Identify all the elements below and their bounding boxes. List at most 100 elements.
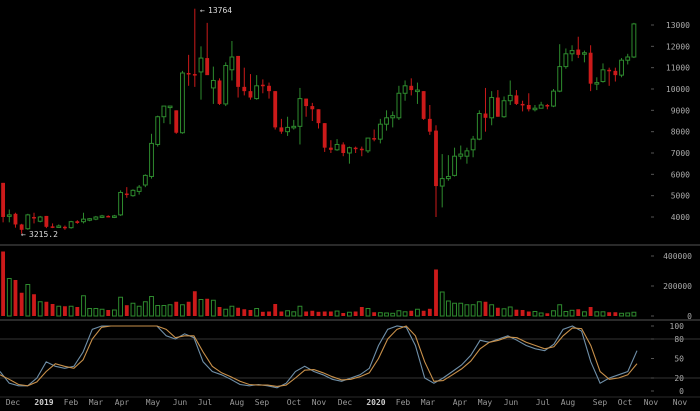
candle (532, 105, 538, 112)
volume-bar (607, 312, 612, 316)
candle (464, 147, 470, 164)
stoch-line-d (0, 325, 638, 387)
time-tick-label: Mar (89, 398, 104, 407)
volume-bar (124, 305, 129, 316)
candle (563, 48, 569, 69)
time-tick-label: Jul (198, 398, 213, 407)
volume-bar (526, 311, 531, 316)
candle (569, 45, 575, 62)
volume-bar (520, 310, 525, 316)
volume-pane[interactable] (1, 251, 637, 317)
candle (198, 46, 204, 100)
candle (236, 55, 241, 98)
volume-bar (210, 299, 216, 317)
candle (470, 135, 476, 158)
candle (483, 87, 488, 132)
candle (1, 182, 6, 223)
time-tick-label: Feb (396, 398, 411, 407)
volume-bar (167, 304, 173, 317)
volume-bar (390, 312, 396, 317)
time-tick-label: May (478, 398, 493, 407)
candle (476, 110, 482, 141)
candle (37, 215, 43, 223)
volume-bar (174, 301, 179, 316)
volume-bar (316, 311, 321, 316)
volume-bar (198, 299, 204, 317)
candle (402, 80, 408, 101)
volume-bar (445, 300, 451, 317)
time-tick-label: Aug (230, 398, 245, 407)
candle (434, 125, 438, 217)
candle (19, 223, 24, 234)
volume-bar (248, 310, 253, 316)
time-tick-label: Jul (536, 398, 551, 407)
candle (489, 91, 495, 126)
time-tick-label: Nov (673, 398, 688, 407)
candle (421, 91, 426, 120)
candle (217, 78, 222, 105)
candle (427, 105, 432, 135)
stoch-line-k (0, 325, 638, 389)
volume-bar (495, 307, 500, 316)
candle (377, 118, 383, 144)
volume-bar (452, 302, 457, 317)
candle (111, 214, 117, 219)
candle (576, 36, 581, 59)
stochastic-pane[interactable] (0, 325, 700, 389)
time-tick-label: 2019 (34, 398, 53, 407)
volume-bar (483, 301, 488, 316)
candle (310, 102, 315, 121)
candle (155, 115, 161, 147)
candle (514, 90, 519, 105)
candle (50, 223, 55, 229)
volume-tick-label: 400000 (663, 252, 692, 261)
volume-bar (625, 312, 631, 317)
volume-bar (142, 301, 148, 317)
volume-bar (328, 311, 333, 316)
candle (538, 101, 544, 109)
volume-tick-label: 0 (687, 312, 692, 321)
candle (365, 137, 371, 153)
time-tick-label: Oct (287, 398, 302, 407)
candle (167, 105, 173, 125)
volume-bar (434, 269, 438, 316)
arrow-icon: ← (200, 6, 205, 15)
volume-bar (242, 309, 247, 316)
volume-bar (99, 308, 105, 317)
time-tick-label: Sep (255, 398, 270, 407)
volume-bar (50, 304, 55, 316)
candle (594, 77, 600, 91)
candle (445, 155, 451, 181)
candle (396, 85, 402, 120)
candle (25, 213, 31, 230)
volume-bar (384, 312, 389, 317)
candle (588, 45, 593, 92)
candle (415, 82, 420, 104)
volume-bar (600, 311, 606, 317)
candle (501, 96, 507, 118)
candle (291, 119, 297, 130)
candle (44, 215, 49, 229)
volume-bar (501, 308, 507, 317)
volume-bar (377, 312, 383, 317)
candle (174, 110, 179, 134)
candle (316, 109, 321, 129)
volume-bar (19, 292, 24, 316)
price-axis: 4000 5000 6000 7000 8000 9000 10000 11000 12000 1… (651, 21, 690, 222)
candle (273, 91, 278, 130)
volume-tick-label: 200000 (663, 282, 692, 291)
candle (75, 220, 80, 224)
volume-bar (322, 311, 327, 316)
volume-bar (365, 308, 371, 317)
candle (205, 22, 210, 76)
arrow-icon: ← (21, 230, 26, 239)
candle (136, 185, 142, 195)
candle (68, 220, 74, 229)
volume-bar (25, 284, 31, 317)
price-pane[interactable] (1, 8, 637, 234)
price-tick-label: 9000 (671, 106, 690, 115)
time-tick-label: Jun (504, 398, 519, 407)
candle (130, 189, 136, 197)
volume-bar (93, 308, 99, 317)
